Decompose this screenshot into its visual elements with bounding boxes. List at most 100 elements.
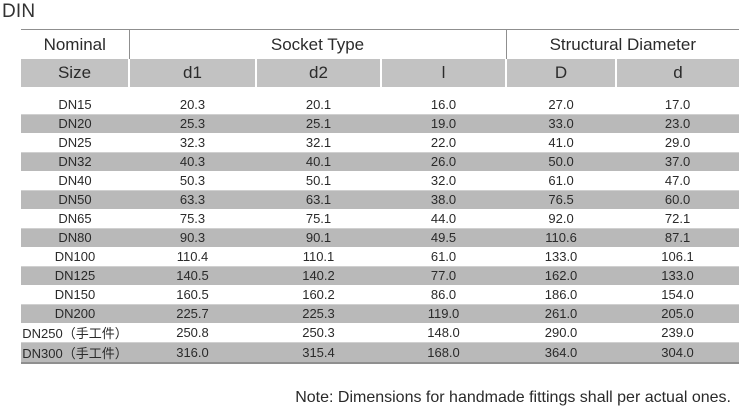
cell-d1: 63.3 — [129, 190, 256, 209]
footnote: Note: Dimensions for handmade fittings s… — [295, 389, 731, 406]
table-row: DN65 75.3 75.1 44.0 92.0 72.1 — [21, 209, 740, 229]
cell-d2: 160.2 — [256, 285, 381, 305]
header-d2: d2 — [255, 59, 381, 87]
cell-d-outer: 364.0 — [506, 342, 617, 364]
cell-d1: 20.3 — [129, 95, 256, 115]
cell-size: DN250（手工件） — [21, 323, 129, 343]
cell-d1: 50.3 — [129, 171, 256, 191]
cell-d-outer: 110.6 — [506, 228, 617, 247]
cell-size: DN40 — [21, 171, 129, 191]
table-row: DN25 32.3 32.1 22.0 41.0 29.0 — [21, 133, 740, 153]
header-nominal: Nominal — [21, 29, 129, 59]
cell-l: 38.0 — [381, 190, 507, 209]
cell-l: 32.0 — [381, 171, 507, 191]
document-title: DIN — [2, 1, 36, 22]
cell-d-outer: 33.0 — [506, 114, 617, 133]
cell-d1: 140.5 — [129, 266, 256, 285]
cell-d2: 140.2 — [256, 266, 381, 285]
cell-d2: 75.1 — [256, 209, 381, 229]
cell-d2: 90.1 — [256, 228, 381, 247]
cell-d2: 40.1 — [256, 152, 381, 171]
cell-size: DN32 — [21, 152, 129, 171]
cell-d-outer: 186.0 — [506, 285, 617, 305]
cell-d-outer: 290.0 — [506, 323, 617, 343]
table-row: DN250（手工件） 250.8 250.3 148.0 290.0 239.0 — [21, 323, 740, 343]
table-body: DN15 20.3 20.1 16.0 27.0 17.0 DN20 25.3 25.1 19.0… — [21, 87, 740, 364]
cell-size: DN200 — [21, 304, 129, 323]
cell-l: 61.0 — [381, 247, 507, 267]
cell-size: DN65 — [21, 209, 129, 229]
cell-d-outer: 92.0 — [506, 209, 617, 229]
cell-d-outer: 133.0 — [506, 247, 617, 267]
cell-d1: 40.3 — [129, 152, 256, 171]
cell-d: 239.0 — [616, 323, 740, 343]
cell-d: 29.0 — [616, 133, 740, 153]
cell-d: 17.0 — [616, 95, 740, 115]
cell-l: 77.0 — [381, 266, 507, 285]
cell-size: DN125 — [21, 266, 129, 285]
table-row: DN125 140.5 140.2 77.0 162.0 133.0 — [21, 266, 740, 285]
cell-d: 205.0 — [616, 304, 740, 323]
cell-l: 22.0 — [381, 133, 507, 153]
header-structural-diameter: Structural Diameter — [505, 29, 740, 59]
cell-d2: 32.1 — [256, 133, 381, 153]
cell-d: 133.0 — [616, 266, 740, 285]
cell-l: 26.0 — [381, 152, 507, 171]
din-dimensions-table: Nominal Socket Type Structural Diameter … — [21, 29, 740, 364]
cell-size: DN100 — [21, 247, 129, 267]
cell-d: 37.0 — [616, 152, 740, 171]
cell-d1: 110.4 — [129, 247, 256, 267]
header-column-row: Size d1 d2 l D d — [21, 59, 740, 87]
table-row: DN300（手工件） 316.0 315.4 168.0 364.0 304.0 — [21, 342, 740, 364]
table-row: DN32 40.3 40.1 26.0 50.0 37.0 — [21, 152, 740, 171]
cell-d-outer: 50.0 — [506, 152, 617, 171]
cell-d: 154.0 — [616, 285, 740, 305]
cell-d-outer: 261.0 — [506, 304, 617, 323]
cell-d2: 20.1 — [256, 95, 381, 115]
header-d: d — [615, 59, 740, 87]
header-socket-type: Socket Type — [128, 29, 507, 59]
cell-size: DN300（手工件） — [21, 342, 129, 364]
cell-d: 87.1 — [616, 228, 740, 247]
table-row: DN100 110.4 110.1 61.0 133.0 106.1 — [21, 247, 740, 267]
table-row: DN200 225.7 225.3 119.0 261.0 205.0 — [21, 304, 740, 323]
cell-l: 44.0 — [381, 209, 507, 229]
header-l: l — [379, 59, 507, 87]
table-row: DN20 25.3 25.1 19.0 33.0 23.0 — [21, 114, 740, 133]
cell-d: 304.0 — [616, 342, 740, 364]
cell-d: 60.0 — [616, 190, 740, 209]
cell-d1: 90.3 — [129, 228, 256, 247]
cell-d1: 225.7 — [129, 304, 256, 323]
cell-size: DN150 — [21, 285, 129, 305]
cell-d-outer: 61.0 — [506, 171, 617, 191]
header-size: Size — [21, 59, 129, 87]
cell-l: 168.0 — [381, 342, 507, 364]
cell-d: 72.1 — [616, 209, 740, 229]
cell-l: 119.0 — [381, 304, 507, 323]
header-group-row: Nominal Socket Type Structural Diameter — [21, 29, 740, 59]
cell-d: 106.1 — [616, 247, 740, 267]
cell-d1: 250.8 — [129, 323, 256, 343]
cell-d-outer: 27.0 — [506, 95, 617, 115]
cell-d1: 160.5 — [129, 285, 256, 305]
cell-l: 86.0 — [381, 285, 507, 305]
cell-d2: 225.3 — [256, 304, 381, 323]
header-d1: d1 — [128, 59, 256, 87]
table-row: DN80 90.3 90.1 49.5 110.6 87.1 — [21, 228, 740, 247]
cell-l: 49.5 — [381, 228, 507, 247]
cell-d-outer: 162.0 — [506, 266, 617, 285]
table-row: DN40 50.3 50.1 32.0 61.0 47.0 — [21, 171, 740, 191]
cell-size: DN20 — [21, 114, 129, 133]
table-row: DN15 20.3 20.1 16.0 27.0 17.0 — [21, 95, 740, 115]
cell-l: 19.0 — [381, 114, 507, 133]
cell-d1: 316.0 — [129, 342, 256, 364]
cell-d-outer: 41.0 — [506, 133, 617, 153]
cell-d2: 25.1 — [256, 114, 381, 133]
cell-d2: 50.1 — [256, 171, 381, 191]
cell-size: DN80 — [21, 228, 129, 247]
cell-d2: 315.4 — [256, 342, 381, 364]
table-row: DN150 160.5 160.2 86.0 186.0 154.0 — [21, 285, 740, 305]
cell-size: DN15 — [21, 95, 129, 115]
cell-d-outer: 76.5 — [506, 190, 617, 209]
cell-l: 16.0 — [381, 95, 507, 115]
